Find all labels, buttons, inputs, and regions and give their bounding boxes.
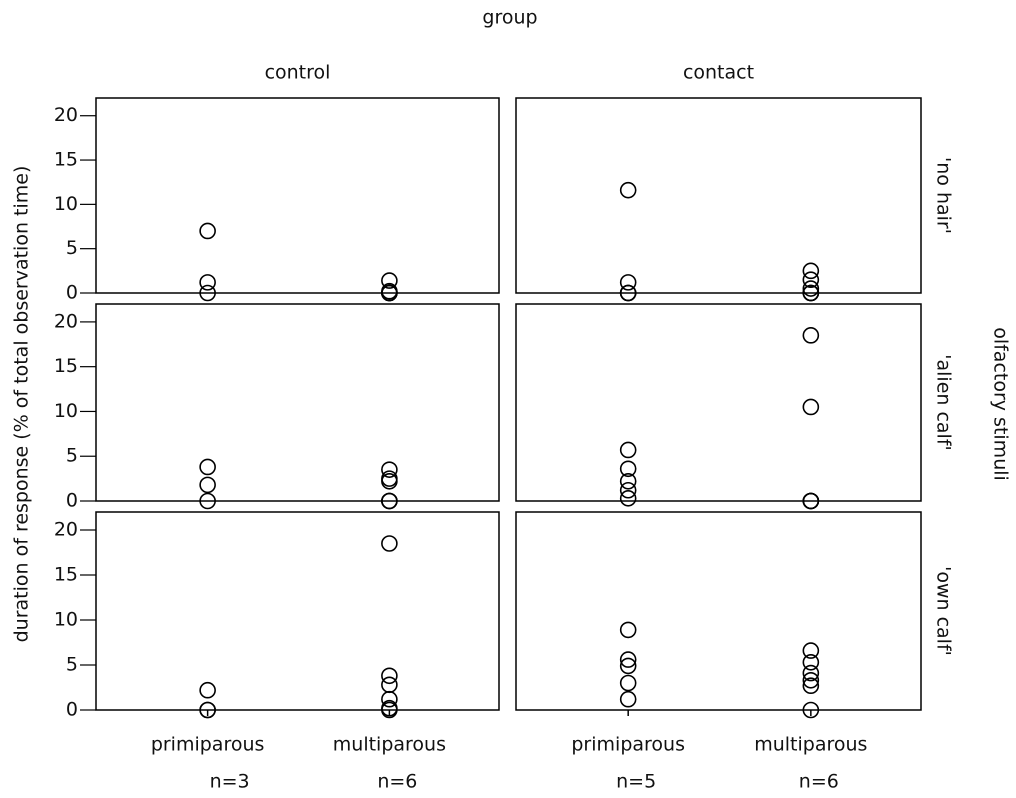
point <box>802 262 820 280</box>
y-tick-label: 5 <box>66 654 78 676</box>
column-label: contact <box>683 62 754 84</box>
n-label: n=6 <box>377 771 417 793</box>
point <box>802 271 820 289</box>
point <box>381 472 398 490</box>
point <box>619 274 637 291</box>
point <box>802 653 820 671</box>
y-tick-label: 20 <box>54 104 78 126</box>
point <box>619 460 637 478</box>
point <box>199 701 216 719</box>
y-tick-label: 15 <box>54 355 78 377</box>
point <box>199 284 216 302</box>
point <box>619 181 637 199</box>
point <box>619 490 637 507</box>
column-label: control <box>265 62 331 84</box>
point <box>199 681 216 699</box>
row-label: 'own calf' <box>933 566 955 656</box>
point <box>381 690 398 708</box>
y-tick-label: 0 <box>66 699 78 721</box>
chart-title: group <box>482 7 537 29</box>
n-label: n=5 <box>616 771 656 793</box>
point <box>199 222 216 240</box>
y-tick-label: 10 <box>54 400 78 422</box>
point <box>381 492 398 510</box>
point <box>199 476 216 494</box>
y-tick-label: 20 <box>54 519 78 541</box>
point <box>802 664 820 682</box>
point <box>802 280 820 297</box>
y-tick-label: 5 <box>66 237 78 259</box>
y-tick-label: 20 <box>54 310 78 332</box>
point <box>619 284 637 302</box>
x-tick-label: multiparous <box>333 734 446 756</box>
point <box>619 651 637 668</box>
panel <box>95 303 500 502</box>
panel <box>515 511 922 711</box>
point <box>802 284 820 302</box>
row-label: 'no hair' <box>933 157 955 234</box>
row-label: 'alien calf' <box>933 354 955 450</box>
point <box>802 492 820 510</box>
point <box>381 535 398 552</box>
point <box>381 676 398 694</box>
y-tick-label: 0 <box>66 490 78 512</box>
x-tick-label: primiparous <box>571 734 685 756</box>
y-axis-label: duration of response (% of total observa… <box>11 166 33 643</box>
point <box>619 472 637 490</box>
panel <box>95 511 500 711</box>
point <box>802 398 820 416</box>
point <box>199 458 216 476</box>
point <box>802 642 820 659</box>
point <box>199 492 216 510</box>
point <box>619 441 637 459</box>
y-tick-label: 10 <box>54 193 78 215</box>
point <box>619 674 637 692</box>
point <box>619 481 637 499</box>
y-tick-label: 15 <box>54 149 78 171</box>
x-tick-label: primiparous <box>151 734 265 756</box>
point <box>802 677 820 695</box>
point <box>619 690 637 708</box>
panel <box>95 97 500 294</box>
point <box>381 284 398 302</box>
n-label: n=3 <box>210 771 250 793</box>
panel <box>515 303 922 502</box>
point <box>381 667 398 685</box>
point <box>802 327 820 344</box>
x-tick-label: multiparous <box>754 734 867 756</box>
point <box>199 274 216 291</box>
row-facet-label: olfactory stimuli <box>990 327 1012 481</box>
y-tick-label: 15 <box>54 564 78 586</box>
y-tick-label: 0 <box>66 282 78 304</box>
point <box>381 461 398 478</box>
point <box>802 671 820 689</box>
point <box>619 657 637 675</box>
y-tick-label: 5 <box>66 445 78 467</box>
panel <box>515 97 922 294</box>
n-label: n=6 <box>799 771 839 793</box>
point <box>619 621 637 639</box>
point <box>802 701 820 719</box>
y-tick-label: 10 <box>54 609 78 631</box>
point <box>381 701 398 719</box>
point <box>381 272 398 289</box>
